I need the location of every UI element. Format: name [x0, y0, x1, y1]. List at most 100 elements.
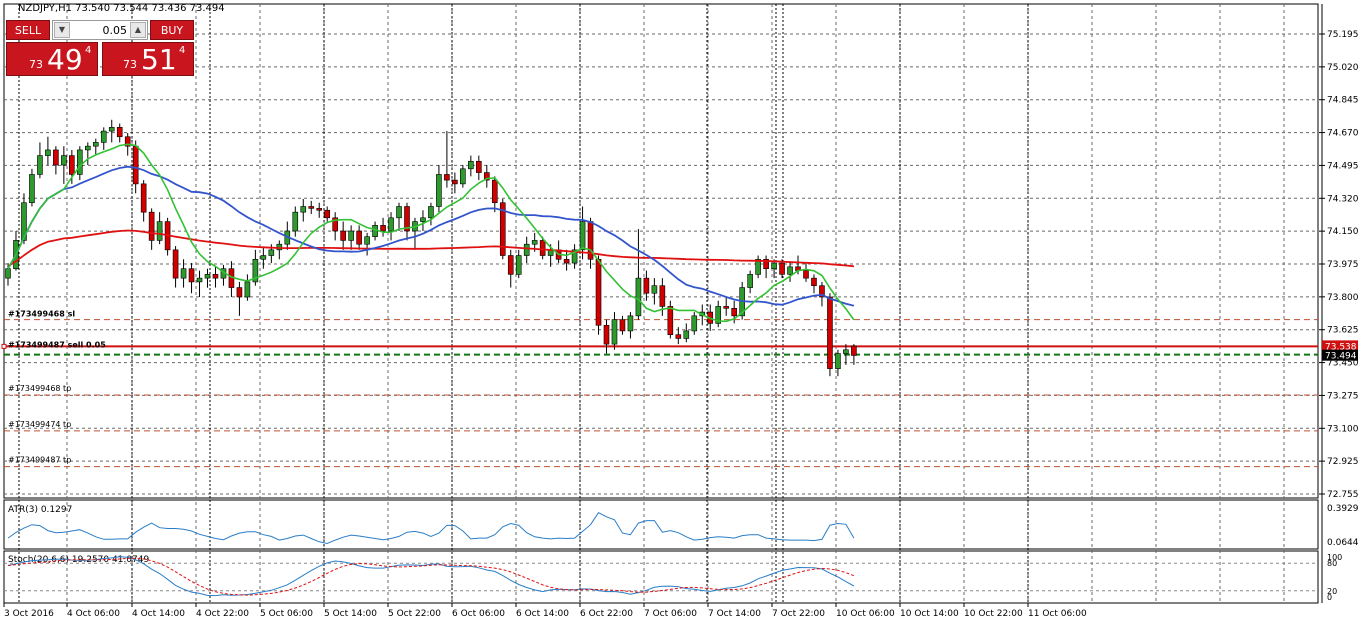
candle	[675, 327, 682, 345]
candle	[436, 165, 442, 213]
candle-body	[292, 211, 299, 232]
candle-body	[132, 145, 139, 185]
candle-body	[851, 345, 857, 356]
price-label: 73.975	[1327, 260, 1359, 270]
candle	[428, 202, 434, 226]
stoch-scale-100: 100	[1327, 553, 1342, 562]
candle	[835, 349, 841, 377]
candle	[204, 268, 211, 288]
candle	[332, 212, 338, 241]
candle-body	[61, 155, 67, 166]
atr-scale-high: 0.3929	[1327, 504, 1359, 514]
sell-price-box[interactable]: 73 49 4	[6, 42, 98, 76]
candle-body	[108, 127, 115, 132]
grid	[4, 4, 1318, 603]
candle	[460, 165, 466, 188]
candle-body	[627, 315, 634, 332]
candle-body	[819, 285, 825, 298]
candle-body	[747, 274, 753, 288]
candle	[61, 146, 67, 184]
candle-body	[531, 240, 538, 245]
candle-body	[404, 206, 410, 232]
candle	[324, 206, 331, 222]
lot-size-control: ▼ ▲	[52, 20, 148, 40]
candle-body	[444, 174, 450, 181]
order-levels: #173499468 sl #173499487 sell 0.05 #173499…	[1, 310, 1318, 468]
candle	[611, 312, 618, 350]
stoch-scale-20: 20	[1327, 587, 1337, 596]
candle	[651, 278, 658, 305]
candle-body	[148, 211, 155, 241]
candle-body	[715, 306, 722, 324]
price-axis: 75.195 75.020 74.845 74.670 74.495 74.320 74.1…	[1319, 4, 1359, 603]
sell-price-prefix: 73	[29, 58, 43, 71]
candle	[507, 249, 514, 288]
lot-size-input[interactable]	[71, 22, 127, 38]
lot-increase-icon[interactable]: ▲	[130, 22, 146, 38]
buy-price-box[interactable]: 73 51 4	[102, 42, 194, 76]
candle	[468, 155, 474, 177]
price-label: 74.845	[1327, 96, 1359, 106]
ma-fast-line	[7, 143, 855, 323]
candle	[364, 232, 370, 256]
candle-body	[372, 225, 378, 237]
candle	[244, 274, 251, 301]
candle-body	[348, 230, 354, 241]
candle-body	[172, 249, 179, 279]
candle-body	[300, 206, 307, 213]
candle	[196, 270, 203, 297]
candle-body	[539, 240, 546, 256]
candle	[404, 202, 410, 241]
buy-button[interactable]: BUY	[150, 20, 194, 40]
candle-body	[388, 217, 394, 232]
candle	[571, 244, 578, 269]
candle-body	[77, 149, 83, 175]
price-label: 72.755	[1327, 490, 1359, 500]
ma-mid-line	[7, 165, 855, 307]
stoch-scale-0: 0	[1327, 593, 1332, 602]
candle-body	[156, 221, 163, 241]
order-label: #173499487 tp	[8, 456, 71, 465]
candle	[635, 229, 642, 320]
candle-body	[811, 277, 817, 286]
candle-body	[787, 266, 793, 275]
candle	[691, 312, 698, 335]
candle-body	[29, 174, 35, 204]
candle-body	[476, 160, 482, 173]
stoch-main-line	[7, 556, 855, 597]
candle	[252, 249, 259, 286]
candle-body	[611, 319, 618, 345]
price-label: 74.150	[1327, 227, 1359, 237]
candle	[228, 261, 235, 297]
candle	[236, 281, 243, 316]
candle	[587, 217, 594, 269]
candle-body	[324, 209, 331, 219]
candle-body	[100, 130, 107, 143]
candle	[116, 123, 123, 143]
candle-body	[523, 243, 530, 256]
candle	[372, 221, 378, 241]
candle-body	[571, 249, 578, 264]
candle-body	[603, 324, 610, 345]
candle	[37, 142, 43, 179]
candle-body	[340, 230, 346, 241]
candle-body	[364, 236, 370, 245]
candle-body	[667, 306, 674, 335]
candle	[172, 246, 179, 288]
sell-button[interactable]: SELL	[6, 20, 50, 40]
candle-body	[723, 306, 730, 309]
candle	[420, 210, 426, 232]
candle	[308, 200, 315, 215]
candle	[683, 323, 690, 343]
candle-body	[396, 206, 402, 219]
candle	[803, 263, 809, 282]
order-label: #173499474 tp	[8, 420, 71, 429]
candle-body	[21, 202, 27, 241]
candle-body	[579, 221, 586, 251]
price-label: 73.100	[1327, 424, 1359, 434]
candle-body	[803, 270, 809, 279]
lot-decrease-icon[interactable]: ▼	[54, 22, 70, 38]
candle-body	[308, 206, 315, 209]
